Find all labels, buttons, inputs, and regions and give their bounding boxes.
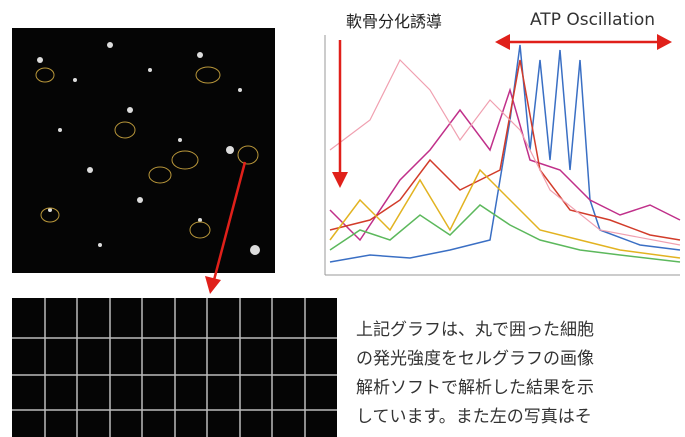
paragraph: 上記グラフは、丸で囲った細胞 の発光強度をセルグラフの画像 解析ソフトで解析した… (356, 316, 685, 432)
text-line: しています。また左の写真はそ (356, 403, 685, 432)
text-line: 上記グラフは、丸で囲った細胞 (356, 316, 685, 345)
page: {"figure": {"annotation_left": "軟骨分化誘導",… (0, 0, 685, 437)
annotation: 軟骨分化誘導 (346, 8, 442, 32)
text-line: の発光強度をセルグラフの画像 (356, 345, 685, 374)
annotation: ATP Oscillation (530, 10, 655, 30)
chart-image (325, 35, 680, 275)
text-line: 解析ソフトで解析した結果を示 (356, 374, 685, 403)
arrows (205, 34, 672, 294)
microscopy-image (12, 28, 275, 273)
